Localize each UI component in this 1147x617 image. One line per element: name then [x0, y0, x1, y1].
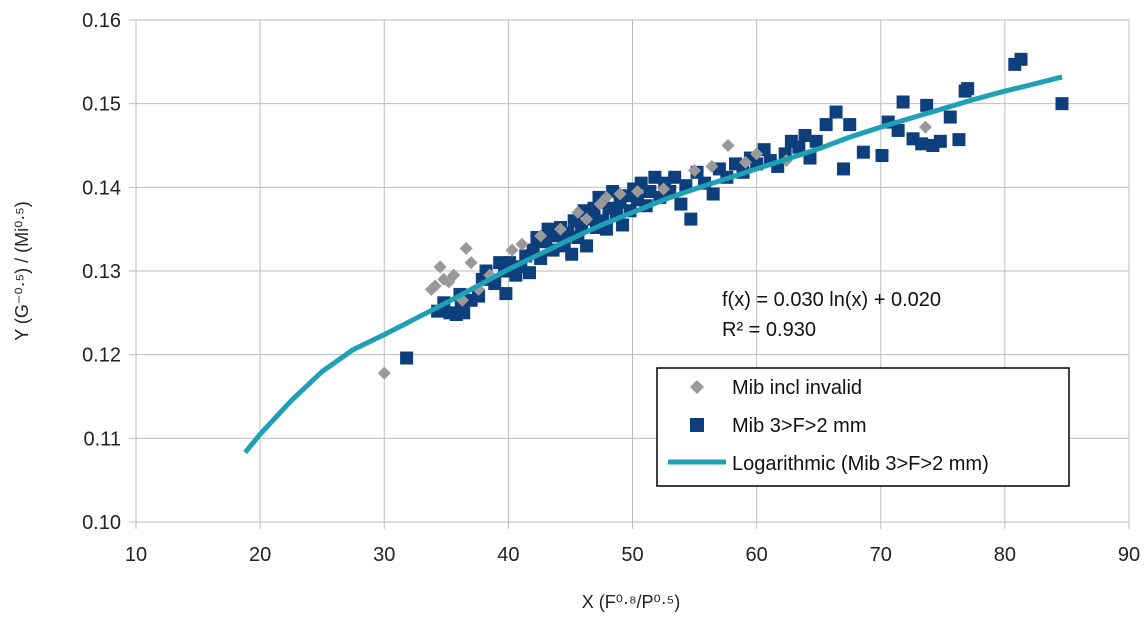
point-square — [961, 82, 975, 96]
point-square — [943, 110, 957, 124]
point-diamond — [447, 268, 461, 282]
legend-label-invalid: Mib incl invalid — [732, 377, 862, 399]
point-square — [643, 185, 657, 199]
point-square — [1055, 97, 1069, 111]
point-square — [837, 162, 851, 176]
legend-box — [656, 367, 1070, 487]
trendline-equation: f(x) = 0.030 ln(x) + 0.020 — [722, 289, 941, 311]
point-diamond — [433, 260, 447, 274]
point-square — [706, 187, 720, 201]
point-square — [648, 170, 662, 184]
trendline-path — [243, 74, 1063, 455]
point-diamond — [657, 182, 671, 196]
point-diamond — [428, 279, 442, 293]
point-diamond — [705, 159, 719, 173]
point-diamond — [464, 256, 478, 270]
x-tick-label: 30 — [373, 544, 395, 566]
point-square — [875, 149, 889, 163]
point-diamond — [613, 187, 627, 201]
y-tick-label: 0.11 — [84, 428, 121, 450]
point-square — [952, 133, 966, 147]
point-diamond — [580, 212, 594, 226]
trendline-layer — [243, 74, 1063, 455]
x-tick-label: 70 — [870, 544, 892, 566]
point-square — [1014, 52, 1028, 66]
point-square — [920, 98, 934, 112]
point-diamond — [459, 241, 473, 255]
point-square — [472, 289, 486, 303]
point-square — [798, 128, 812, 142]
point-diamond — [630, 185, 644, 199]
point-square — [933, 134, 947, 148]
point-square — [457, 306, 471, 320]
legend-square-icon — [690, 418, 704, 432]
point-square — [792, 140, 806, 154]
legend-item-invalid: Mib incl invalid — [690, 377, 862, 399]
x-tick-label: 20 — [249, 544, 271, 566]
point-diamond — [750, 147, 764, 161]
legend-label-mib: Mib 3>F>2 mm — [732, 415, 866, 437]
point-square — [891, 123, 905, 137]
point-diamond — [918, 120, 932, 134]
point-diamond — [571, 205, 585, 219]
x-axis-title: X (F⁰·⁸/P⁰·⁵) — [582, 592, 680, 612]
legend-diamond-icon — [690, 380, 704, 394]
legend-item-mib: Mib 3>F>2 mm — [690, 415, 866, 437]
point-square — [522, 266, 536, 280]
x-tick-label: 10 — [125, 544, 147, 566]
y-tick-label: 0.10 — [82, 512, 121, 534]
point-diamond — [738, 155, 752, 169]
point-diamond — [721, 139, 735, 152]
point-square — [915, 137, 929, 151]
legend: Mib incl invalid Mib 3>F>2 mm Logarithmi… — [656, 367, 1070, 487]
point-diamond — [377, 366, 391, 380]
point-square — [499, 287, 513, 301]
y-axis-ticks: 0.10 0.11 0.12 0.13 0.14 0.15 0.16 — [82, 10, 136, 534]
point-square — [856, 145, 870, 159]
y-tick-label: 0.16 — [82, 10, 121, 32]
point-square — [843, 118, 857, 132]
point-square — [809, 134, 823, 148]
y-tick-label: 0.12 — [82, 345, 121, 367]
point-square — [684, 212, 698, 226]
point-square — [668, 170, 682, 184]
x-tick-label: 50 — [621, 544, 643, 566]
y-tick-label: 0.13 — [82, 261, 121, 283]
point-square — [400, 351, 414, 365]
y-tick-label: 0.14 — [82, 177, 121, 199]
legend-item-trend: Logarithmic (Mib 3>F>2 mm) — [668, 453, 989, 475]
point-square — [896, 95, 910, 109]
point-diamond — [515, 237, 529, 251]
x-tick-label: 80 — [994, 544, 1016, 566]
series-invalid — [377, 120, 932, 380]
point-square — [819, 118, 833, 132]
point-square — [829, 105, 843, 119]
x-tick-label: 90 — [1118, 544, 1140, 566]
point-diamond — [599, 190, 613, 204]
y-tick-label: 0.15 — [82, 94, 121, 116]
point-square — [565, 247, 579, 261]
point-square — [580, 239, 594, 253]
x-tick-label: 40 — [497, 544, 519, 566]
point-square — [616, 218, 630, 232]
trendline-r-squared: R² = 0.930 — [722, 319, 816, 341]
legend-label-trend: Logarithmic (Mib 3>F>2 mm) — [732, 453, 989, 475]
point-diamond — [505, 243, 519, 257]
y-axis-title: Y (G⁻⁰·⁵) / (Mi⁰·⁵) — [12, 201, 32, 341]
point-diamond — [688, 164, 702, 178]
x-axis-ticks: 10 20 30 40 50 60 70 80 90 — [125, 522, 1140, 566]
x-tick-label: 60 — [746, 544, 768, 566]
point-diamond — [554, 222, 568, 236]
point-square — [674, 197, 688, 211]
point-diamond — [534, 229, 548, 243]
